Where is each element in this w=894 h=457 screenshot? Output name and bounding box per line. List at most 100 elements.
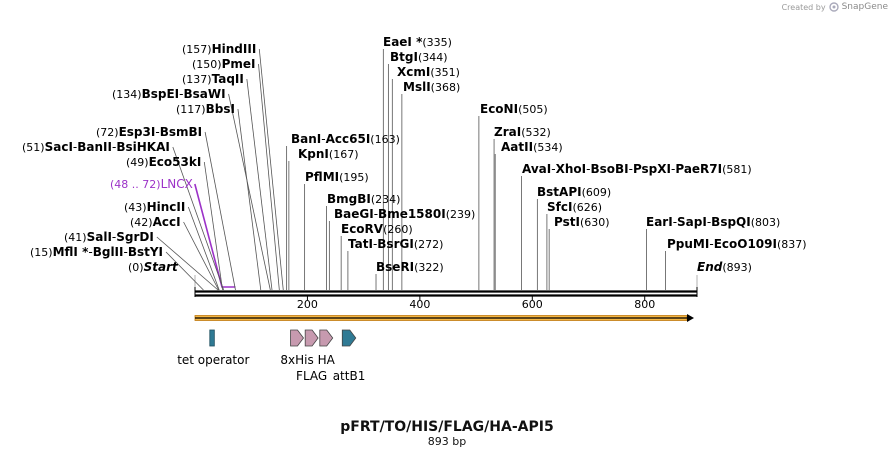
site-sfci[interactable]: SfcI (626): [547, 200, 602, 214]
plasmid-length: 893 bp: [428, 435, 466, 448]
site-eco53ki[interactable]: (49) Eco53kI: [126, 155, 201, 169]
enzyme-name-label: PaeR7I: [675, 162, 722, 176]
site-leader-line: [228, 93, 271, 291]
site-bseri[interactable]: BseRI (322): [376, 260, 444, 274]
enzyme-name-label: XcmI: [397, 65, 430, 79]
site-leader-line: [183, 221, 219, 291]
axis-tick-label: 800: [634, 298, 655, 311]
site-baegi-bme1580i[interactable]: BaeGI - Bme1580I (239): [334, 207, 475, 221]
feature-tet-operator[interactable]: tet operator: [177, 329, 249, 367]
enzyme-name-label: Bme1580I: [378, 207, 446, 221]
name-separator: -: [321, 132, 325, 146]
name-separator: -: [374, 207, 378, 221]
feature-attb1[interactable]: attB1: [333, 329, 366, 383]
site-bani-acc65i[interactable]: BanI - Acc65I (163): [291, 132, 400, 146]
site-sali-sgrdi[interactable]: (41) SalI - SgrDI: [64, 230, 154, 244]
site-msli[interactable]: MslI (368): [403, 80, 460, 94]
site-tati-bsrgi[interactable]: TatI - BsrGI (272): [348, 237, 443, 251]
site-kpni[interactable]: KpnI (167): [298, 147, 359, 161]
site-psti[interactable]: PstI (630): [554, 215, 610, 229]
site-leader-line: [203, 161, 223, 291]
enzyme-name-label: HindIII: [212, 42, 257, 56]
site-position-label: (351): [430, 66, 460, 79]
site-position-label: (15): [30, 246, 53, 259]
enzyme-name-label: PspXI: [633, 162, 671, 176]
site-position-label: (234): [371, 193, 401, 206]
site-leader-line: [187, 206, 220, 291]
site-btgi[interactable]: BtgI (344): [390, 50, 448, 64]
enzyme-name-label: Start: [144, 260, 179, 274]
site-eari-sapi-bspqi[interactable]: EarI - SapI - BspQI (803): [646, 215, 780, 229]
site-aatii[interactable]: AatII (534): [501, 140, 563, 154]
enzyme-name-label: SgrDI: [116, 230, 154, 244]
site-ecorv[interactable]: EcoRV (260): [341, 222, 413, 236]
site-position-label: (344): [418, 51, 448, 64]
site-position-label: (48 .. 72): [110, 178, 161, 191]
enzyme-name-label: BsoBI: [590, 162, 628, 176]
enzyme-name-label: AvaI: [522, 162, 551, 176]
enzyme-name-label: AatII: [501, 140, 533, 154]
enzyme-name-label: EaeI *: [383, 35, 423, 49]
site-hincii[interactable]: (43) HincII: [124, 200, 185, 214]
site-avai-xhoi-bsobi-pspxi-paer7i[interactable]: AvaI - XhoI - BsoBI - PspXI - PaeR7I (581…: [522, 162, 752, 176]
site-position-label: (239): [446, 208, 476, 221]
enzyme-name-label: Acc65I: [326, 132, 371, 146]
site-zrai[interactable]: ZraI (532): [494, 125, 551, 139]
site-position-label: (137): [182, 73, 212, 86]
site-start[interactable]: (0) Start: [128, 260, 179, 274]
site-mfli-bglii-bstyi[interactable]: (15) MflI * - BglII - BstYI: [30, 245, 163, 259]
name-separator: -: [629, 162, 633, 176]
credit-brand: SnapGene: [841, 2, 888, 12]
name-separator: -: [155, 125, 159, 139]
site-position-label: (893): [722, 261, 752, 274]
site-bspei-bsawi[interactable]: (134) BspEI - BsaWI: [112, 87, 226, 101]
site-lncx[interactable]: (48 .. 72) LNCX: [110, 177, 193, 191]
site-eaei[interactable]: EaeI * (335): [383, 35, 452, 49]
site-ppumi-ecoo109i[interactable]: PpuMI - EcoO109I (837): [667, 237, 807, 251]
enzyme-name-label: BstAPI: [537, 185, 582, 199]
enzyme-name-label: Eco53kI: [149, 155, 202, 169]
site-econi[interactable]: EcoNI (505): [480, 102, 548, 116]
feature-flag[interactable]: FLAG: [296, 329, 327, 383]
site-position-label: (505): [518, 103, 548, 116]
site-position-label: (167): [329, 148, 359, 161]
name-separator: -: [73, 140, 77, 154]
site-hindiii[interactable]: (157) HindIII: [182, 42, 256, 56]
axis-tick-label: 400: [409, 298, 430, 311]
operator-box: [209, 329, 215, 347]
site-position-label: (272): [414, 238, 444, 251]
site-acci[interactable]: (42) AccI: [130, 215, 181, 229]
name-separator: -: [709, 237, 713, 251]
site-leader-line: [258, 63, 280, 291]
name-separator: -: [123, 245, 127, 259]
enzyme-name-label: LNCX: [161, 177, 193, 191]
site-position-label: (42): [130, 216, 153, 229]
site-leader-line: [204, 131, 236, 291]
name-separator: -: [671, 162, 675, 176]
site-bbsi[interactable]: (117) BbsI: [176, 102, 235, 116]
site-leader-line: [258, 48, 284, 291]
site-pmei[interactable]: (150) PmeI: [192, 57, 256, 71]
feature-arrow: [304, 329, 319, 347]
site-esp3i-bsmbi[interactable]: (72) Esp3I - BsmBI: [96, 125, 202, 139]
site-bmgbi[interactable]: BmgBI (234): [327, 192, 400, 206]
enzyme-name-label: BspEI: [142, 87, 180, 101]
site-end[interactable]: End (893): [697, 260, 752, 274]
site-xcmi[interactable]: XcmI (351): [397, 65, 460, 79]
site-taqii[interactable]: (137) TaqII: [182, 72, 244, 86]
site-bstapi[interactable]: BstAPI (609): [537, 185, 611, 199]
snapgene-logo-icon: [828, 2, 839, 12]
feature-ha[interactable]: HA: [318, 329, 336, 367]
name-separator: -: [88, 245, 92, 259]
site-saci-banii-bsihkai[interactable]: (51) SacI - BanII - BsiHKAI: [22, 140, 170, 154]
features: tet operator 8xHis FLAG HA attB1: [177, 329, 366, 383]
enzyme-name-label: BaeGI: [334, 207, 374, 221]
enzyme-name-label: PstI: [554, 215, 580, 229]
enzyme-name-label: BsiHKAI: [116, 140, 170, 154]
site-pflmi[interactable]: PflMI (195): [305, 170, 369, 184]
feature-8xhis[interactable]: 8xHis: [280, 329, 314, 367]
enzyme-name-label: BanII: [77, 140, 112, 154]
site-position-label: (51): [22, 141, 45, 154]
feature-arrow: [290, 329, 304, 347]
site-leader-line: [246, 78, 273, 291]
